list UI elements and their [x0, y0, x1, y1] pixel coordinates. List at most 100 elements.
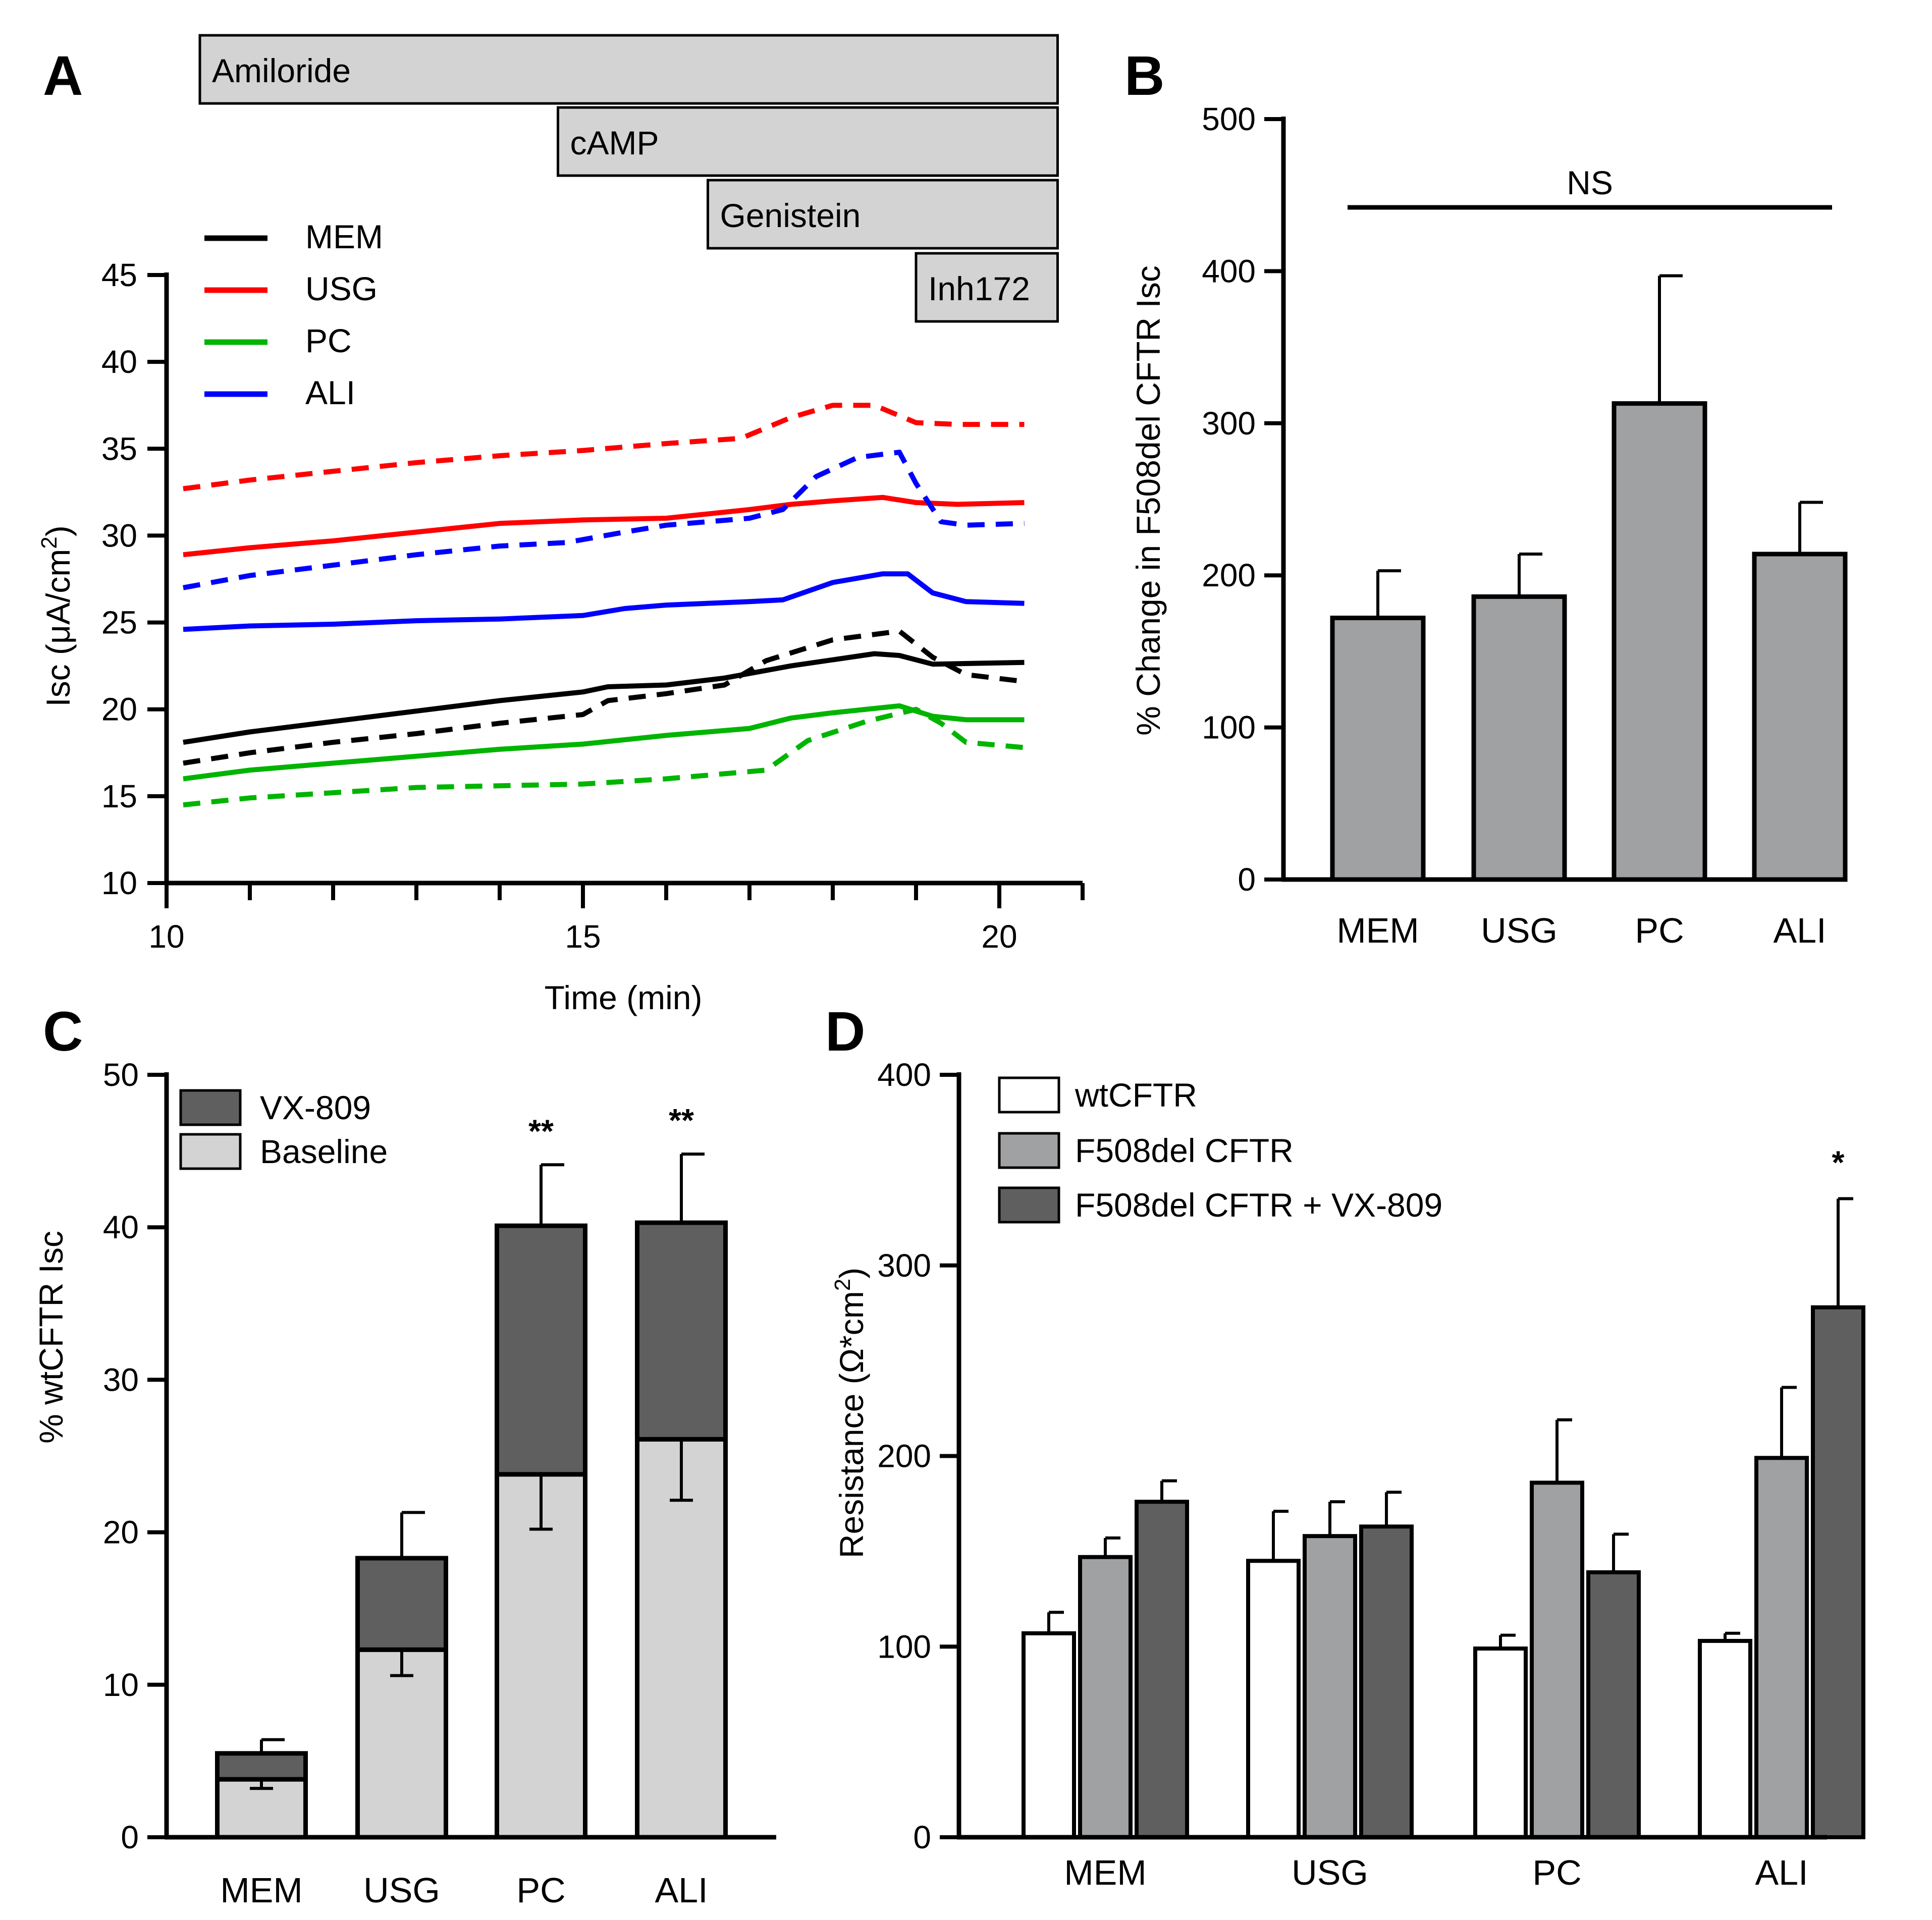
x-tick-label: 20 [981, 918, 1017, 955]
y-tick-label: 0 [913, 1819, 931, 1855]
legend-label: F508del CFTR [1075, 1132, 1294, 1169]
bar [1359, 1524, 1414, 1840]
series-line [183, 706, 1025, 808]
treatment-bars: Amiloride cAMP Genistein Inh172 [198, 34, 1059, 323]
category-label: ALI [1773, 911, 1826, 950]
legend-label: wtCFTR [1075, 1076, 1197, 1114]
bar-segment-vx809 [495, 1223, 587, 1477]
legend: MEM USG PC ALI [204, 218, 383, 411]
series-line [183, 628, 1025, 766]
bar [1811, 1305, 1865, 1839]
x-tick-label: 10 [148, 918, 184, 955]
y-tick-label: 400 [1202, 253, 1256, 289]
series-line [183, 450, 1025, 590]
bar [1303, 1534, 1357, 1839]
panel-label-b: B [1124, 45, 1164, 107]
bar [1246, 1559, 1301, 1839]
treatment-label: cAMP [570, 124, 659, 161]
legend-swatch [998, 1132, 1060, 1169]
treatment-bar [557, 106, 1059, 177]
legend-label: ALI [305, 374, 355, 411]
plot-lines [183, 403, 1025, 808]
bar [1754, 1456, 1809, 1840]
y-tick-label: 20 [101, 691, 137, 728]
y-tick-label: 35 [101, 430, 137, 467]
bar [1330, 616, 1426, 882]
treatment-bar [198, 34, 1059, 105]
y-tick-label: 45 [101, 257, 137, 293]
y-tick-label: 200 [1202, 557, 1256, 593]
bar [1022, 1631, 1076, 1840]
treatment-label: Inh172 [928, 270, 1030, 307]
panel-label-d: D [825, 1001, 865, 1063]
y-tick-label: 40 [103, 1209, 139, 1245]
bar-plot: MEM USG PC ALI 0 100 200 300 400 500 NS [1202, 101, 1848, 950]
significance-label: NS [1567, 164, 1613, 201]
y-tick-label: 100 [877, 1628, 931, 1665]
legend-label: MEM [305, 218, 383, 255]
bar-segment-vx809 [635, 1220, 728, 1442]
panel-d: D MEM USG PC ALI * 0 100 200 300 400 wtCFTR F508del… [825, 1001, 1865, 1892]
stacked-bar-plot: MEM USG PC ** ALI ** 0 10 20 30 40 50 VX-809 Baseline [103, 1057, 776, 1910]
y-tick-label: 10 [101, 865, 137, 901]
category-label: MEM [220, 1871, 302, 1910]
y-tick-label: 500 [1202, 101, 1256, 137]
bar-segment-vx809 [215, 1751, 308, 1782]
x-tick-label: 15 [565, 918, 601, 955]
bar [1078, 1555, 1133, 1839]
category-label: USG [1292, 1853, 1368, 1892]
bar [1586, 1570, 1641, 1839]
y-tick-label: 400 [877, 1057, 931, 1093]
series-line [183, 495, 1025, 558]
significance-marker: ** [669, 1102, 694, 1138]
category-label: PC [516, 1871, 565, 1910]
series-line [183, 703, 1025, 782]
treatment-label: Amiloride [212, 52, 351, 89]
category-label: ALI [655, 1871, 708, 1910]
legend-label: Baseline [260, 1133, 388, 1170]
significance-marker: * [1832, 1144, 1845, 1181]
panel-label-a: A [43, 45, 83, 107]
y-axis-label: % wtCFTR Isc [32, 1231, 70, 1444]
y-tick-label: 40 [101, 344, 137, 380]
category-label: ALI [1755, 1853, 1808, 1892]
legend-label: PC [305, 322, 352, 359]
category-label: PC [1635, 911, 1684, 950]
y-tick-label: 300 [877, 1247, 931, 1284]
treatment-bar [707, 179, 1059, 250]
legend-swatch [998, 1076, 1060, 1114]
legend-swatch [179, 1089, 242, 1126]
legend-label: VX-809 [260, 1089, 371, 1126]
bar [1530, 1480, 1584, 1839]
treatment-bar [915, 252, 1059, 323]
series-line [183, 571, 1025, 632]
y-tick-label: 0 [1238, 861, 1256, 898]
significance-marker: ** [528, 1113, 554, 1149]
series-line [183, 403, 1025, 491]
y-tick-label: 10 [103, 1667, 139, 1703]
category-label: MEM [1336, 911, 1419, 950]
panel-c: C MEM USG PC ** ALI ** 0 10 20 30 40 50 VX-809 Baseli… [32, 1001, 776, 1910]
y-tick-label: 30 [101, 517, 137, 554]
legend-swatch [998, 1186, 1060, 1224]
treatment-label: Genistein [720, 197, 861, 234]
legend-label: F508del CFTR + VX-809 [1075, 1186, 1442, 1224]
y-tick-label: 50 [103, 1057, 139, 1093]
legend-swatch [179, 1133, 242, 1170]
y-axis-label: % Change in F508del CFTR Isc [1130, 265, 1167, 736]
bar-segment-vx809 [355, 1556, 448, 1652]
panel-label-c: C [43, 1001, 83, 1063]
y-tick-label: 300 [1202, 405, 1256, 442]
bar [1698, 1638, 1752, 1839]
x-axis-label: Time (min) [545, 979, 703, 1016]
series-line [183, 651, 1025, 745]
category-label: USG [1481, 911, 1558, 950]
category-label: PC [1532, 1853, 1581, 1892]
y-tick-label: 25 [101, 605, 137, 641]
axes: 10 15 20 25 30 35 40 45 10 15 20 [101, 257, 1085, 955]
y-tick-label: 200 [877, 1438, 931, 1474]
bar [1471, 594, 1567, 882]
bar [1752, 552, 1848, 882]
